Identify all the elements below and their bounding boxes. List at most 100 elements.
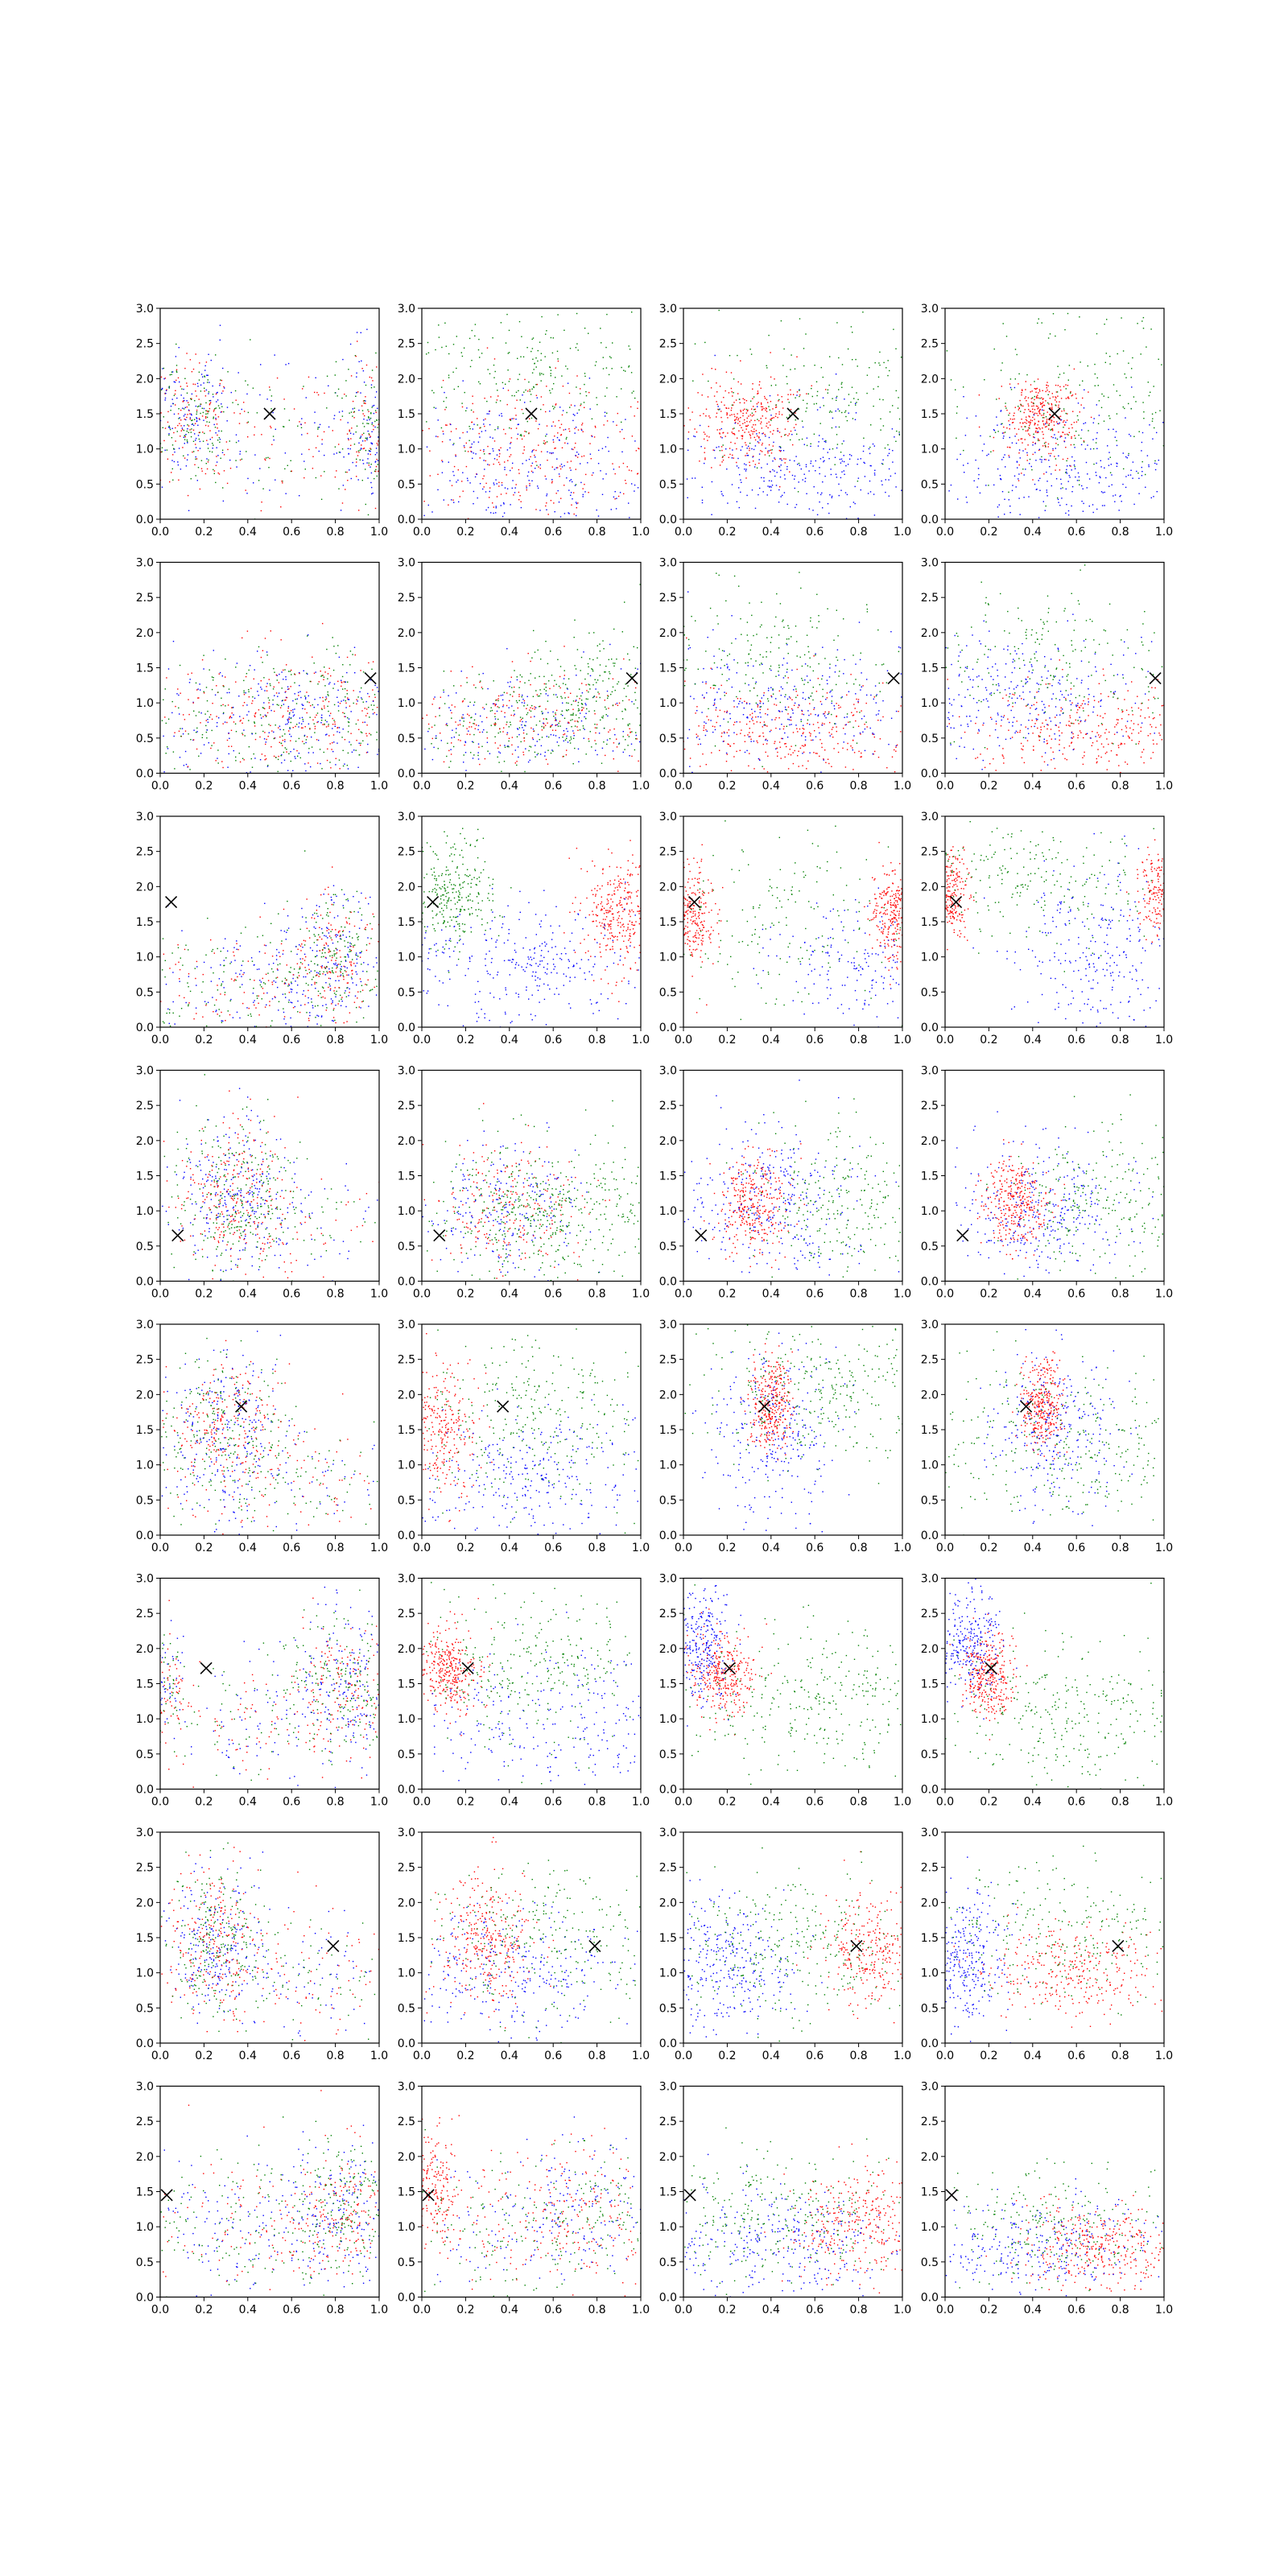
point-green	[190, 436, 192, 438]
point-green	[537, 349, 539, 352]
point-blue	[231, 716, 233, 719]
point-red	[1056, 421, 1058, 423]
point-red	[707, 440, 708, 441]
point-blue	[181, 427, 184, 429]
point-red	[763, 721, 766, 723]
point-red	[457, 724, 459, 726]
point-green	[815, 402, 817, 405]
point-red	[575, 700, 576, 702]
point-blue	[332, 750, 334, 753]
point-green	[361, 410, 364, 411]
point-red	[197, 697, 199, 699]
point-red	[1024, 426, 1026, 427]
point-blue	[486, 741, 489, 743]
point-blue	[270, 709, 272, 712]
point-blue	[1080, 444, 1083, 446]
point-blue	[602, 478, 604, 480]
point-red	[1043, 473, 1045, 475]
point-red	[260, 656, 262, 658]
point-red	[530, 727, 532, 729]
point-red	[725, 692, 727, 694]
point-green	[1108, 415, 1110, 417]
point-green	[750, 353, 753, 355]
point-red	[361, 434, 363, 436]
point-red	[510, 441, 512, 444]
point-green	[205, 731, 208, 733]
x-tick-label: 0.6	[544, 780, 562, 793]
point-red	[254, 738, 257, 741]
point-blue	[217, 391, 218, 394]
point-red	[713, 687, 715, 689]
point-red	[346, 656, 349, 658]
point-green	[273, 667, 275, 670]
point-green	[535, 366, 537, 368]
point-green	[551, 406, 554, 407]
point-green	[1078, 434, 1080, 436]
point-red	[522, 753, 525, 756]
point-red	[828, 732, 830, 733]
point-blue	[1148, 465, 1150, 468]
point-red	[551, 466, 553, 468]
point-red	[497, 395, 499, 397]
point-red	[767, 755, 769, 757]
point-green	[1079, 316, 1080, 318]
point-green	[191, 419, 192, 422]
point-blue	[1046, 491, 1048, 493]
point-blue	[305, 397, 307, 398]
point-green	[1041, 456, 1042, 458]
point-green	[349, 664, 351, 666]
point-red	[720, 436, 722, 438]
point-green	[609, 356, 611, 357]
point-red	[770, 376, 772, 378]
point-red	[180, 425, 182, 427]
point-red	[617, 495, 620, 497]
point-blue	[687, 449, 689, 451]
point-red	[575, 442, 576, 444]
point-green	[611, 658, 613, 660]
point-green	[863, 437, 865, 439]
point-green	[198, 755, 200, 757]
point-red	[1057, 395, 1059, 397]
point-blue	[501, 413, 502, 415]
point-red	[1073, 422, 1075, 423]
point-blue	[1096, 508, 1098, 510]
point-red	[754, 419, 756, 422]
point-blue	[487, 687, 489, 690]
point-blue	[273, 731, 275, 733]
point-blue	[281, 754, 283, 756]
point-green	[564, 670, 565, 671]
point-red	[705, 764, 707, 766]
point-red	[310, 680, 312, 683]
point-green	[495, 383, 497, 385]
point-blue	[1108, 485, 1110, 487]
point-red	[248, 696, 250, 698]
point-blue	[622, 751, 624, 753]
point-blue	[609, 643, 611, 646]
point-green	[558, 745, 559, 746]
point-green	[195, 458, 196, 460]
point-blue	[351, 751, 353, 753]
point-blue	[581, 692, 584, 694]
axes-frame	[421, 561, 642, 774]
point-red	[813, 708, 815, 710]
point-green	[729, 355, 731, 357]
point-blue	[873, 445, 875, 447]
point-red	[1035, 391, 1037, 393]
point-red	[540, 451, 543, 452]
point-red	[765, 712, 766, 715]
point-red	[772, 445, 774, 447]
panel-r1-c4: 0.0 0.2 0.4 0.6 0.8 1.00.00.51.01.52.02.53.0	[921, 303, 1173, 539]
point-red	[222, 685, 225, 687]
point-red	[222, 723, 224, 724]
point-red	[308, 448, 310, 451]
point-green	[300, 427, 303, 428]
point-green	[588, 684, 591, 686]
point-red	[194, 423, 196, 424]
point-red	[1070, 465, 1071, 467]
point-green	[206, 416, 208, 419]
point-red	[264, 732, 266, 733]
point-blue	[371, 431, 373, 432]
point-red	[774, 719, 776, 720]
point-blue	[1081, 501, 1083, 502]
point-blue	[551, 425, 553, 427]
